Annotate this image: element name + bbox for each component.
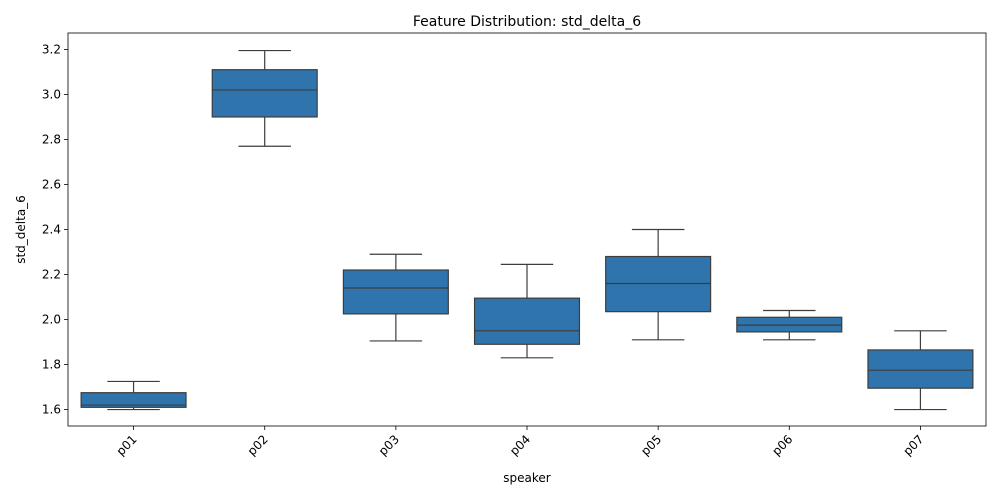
y-tick-label: 1.8 [42,358,61,372]
x-axis-label: speaker [503,471,551,485]
y-tick-label: 1.6 [42,403,61,417]
x-axis-ticks: p01 p02 p03 p04 p05 p06 p07 [114,426,927,458]
chart-title: Feature Distribution: std_delta_6 [413,14,641,30]
box-p06 [736,309,843,341]
y-tick-label: 2.2 [42,268,61,282]
plot-area-frame [67,32,987,427]
y-axis-ticks: 1.6 1.8 2.0 2.2 2.4 2.6 2.8 3.0 3.2 [42,42,68,417]
box-p01 [80,380,187,411]
box-series [80,49,974,411]
y-tick-label: 2.4 [42,223,61,237]
iqr-box [473,297,581,345]
box-p04 [473,263,581,359]
y-tick-label: 2.8 [42,132,61,146]
box-p03 [342,253,449,342]
box-p05 [605,228,712,341]
y-tick-label: 3.2 [42,42,61,56]
x-tick-label-p01: p01 [114,432,140,458]
iqr-box [342,269,449,315]
x-tick-label-p04: p04 [507,432,533,458]
box-p02 [211,49,318,147]
y-tick-label: 2.0 [42,313,61,327]
y-tick-label: 2.6 [42,177,61,191]
iqr-box [867,349,974,389]
x-tick-label-p02: p02 [245,432,271,458]
x-tick-label-p07: p07 [900,432,926,458]
x-tick-label-p03: p03 [376,432,402,458]
y-axis-label: std_delta_6 [14,195,28,264]
x-tick-label-p06: p06 [769,432,795,458]
x-tick-label-p05: p05 [638,432,664,458]
iqr-box [211,69,318,118]
iqr-box [80,392,187,408]
y-tick-label: 3.0 [42,87,61,101]
box-p07 [867,330,974,411]
